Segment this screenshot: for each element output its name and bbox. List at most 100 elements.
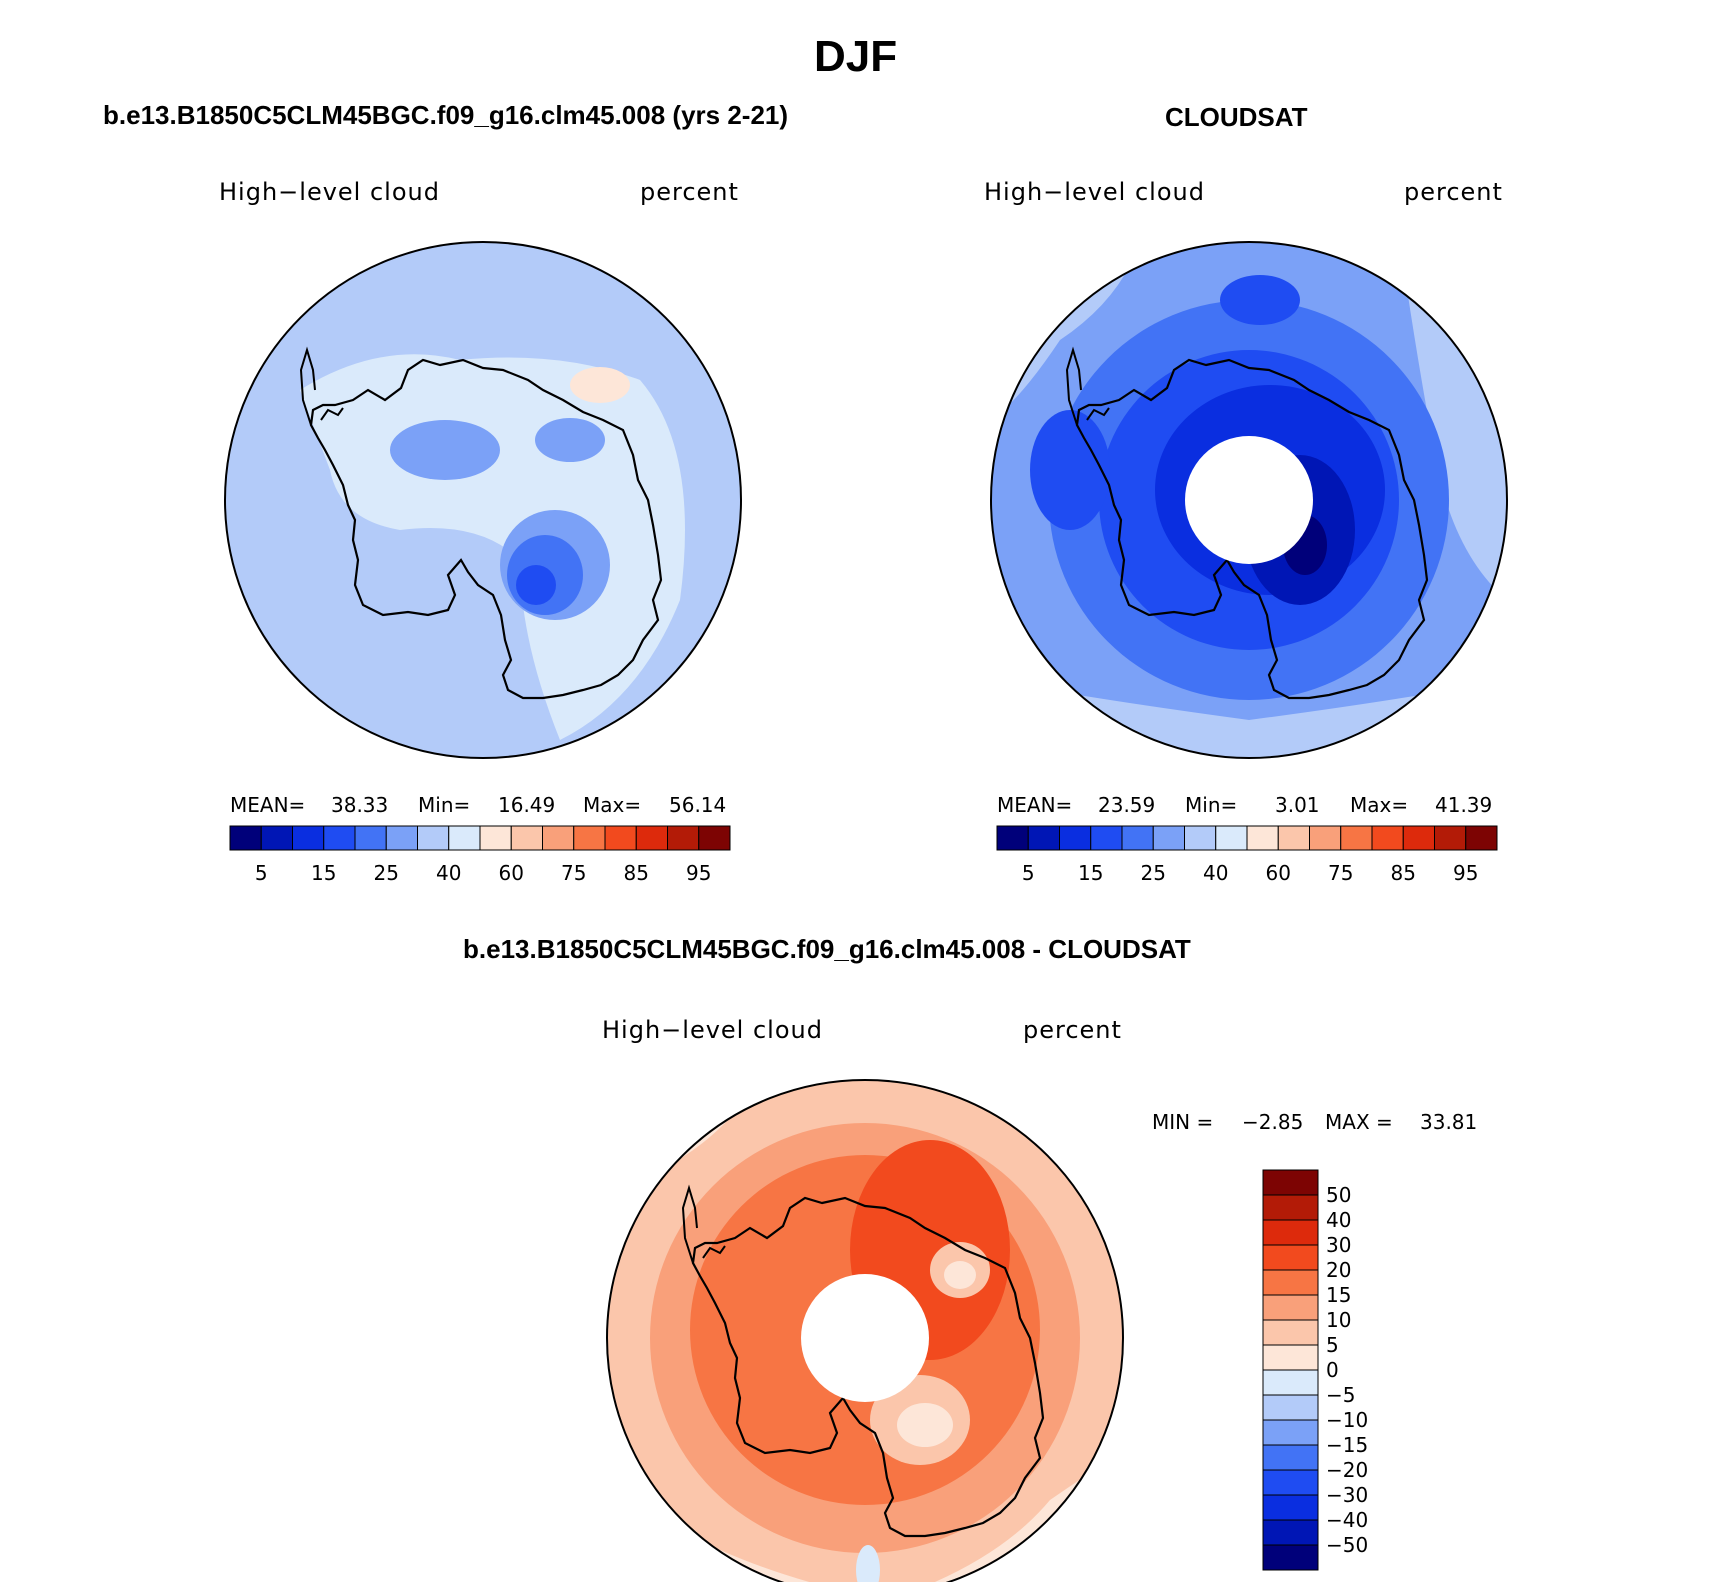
cbar-obs-tick-label: 15 (1078, 861, 1103, 885)
diff-colorbar-tick-label: 30 (1326, 1233, 1351, 1257)
cbar-obs-tick-label: 40 (1203, 861, 1228, 885)
diff-colorbar-tick-label: −5 (1326, 1383, 1355, 1407)
diff-colorbar-swatch (1262, 1519, 1319, 1546)
cbar-obs-swatch (1371, 825, 1404, 851)
cbar-model-swatch (479, 825, 512, 851)
cbar-obs-swatch (1340, 825, 1373, 851)
diff-colorbar-swatch (1262, 1544, 1319, 1571)
diff-colorbar-swatch (1262, 1394, 1319, 1421)
diff-colorbar-tick-label: −20 (1326, 1458, 1368, 1482)
cbar-obs-tick-label: 75 (1328, 861, 1353, 885)
obs-units-label: percent (1404, 178, 1503, 206)
diff-colorbar-tick-label: 50 (1326, 1183, 1351, 1207)
cbar-obs-swatch (1184, 825, 1217, 851)
obs-map (990, 241, 1508, 759)
diff-min-value: −2.85 (1242, 1110, 1304, 1134)
diff-polar-gap (801, 1274, 929, 1402)
cbar-model-swatch (260, 825, 293, 851)
cbar-model-swatch (385, 825, 418, 851)
cbar-model-swatch (354, 825, 387, 851)
diff-colorbar-tick-label: 20 (1326, 1258, 1351, 1282)
diff-colorbar-tick-label: −40 (1326, 1508, 1368, 1532)
cbar-obs-swatch (1277, 825, 1310, 851)
cbar-model-swatch (542, 825, 575, 851)
cbar-model-swatch (698, 825, 731, 851)
cbar-obs-swatch (1309, 825, 1342, 851)
model-panel-header: b.e13.B1850C5CLM45BGC.f09_g16.clm45.008 … (103, 100, 789, 130)
cbar-obs-tick-label: 95 (1453, 861, 1478, 885)
diff-colorbar-tick-label: −30 (1326, 1483, 1368, 1507)
cbar-obs-swatch (1434, 825, 1467, 851)
diff-colorbar-tick-label: 40 (1326, 1208, 1351, 1232)
obs-variable-label: High−level cloud (984, 178, 1205, 206)
obs-mean-label: MEAN= (997, 793, 1073, 817)
diff-colorbar-tick-label: 5 (1326, 1333, 1339, 1357)
cbar-model-tick-label: 60 (499, 861, 524, 885)
cbar-model-tick-label: 5 (255, 861, 268, 885)
diff-colorbar-swatch (1262, 1244, 1319, 1271)
diff-colorbar-swatch (1262, 1494, 1319, 1521)
diff-colorbar-swatch (1262, 1169, 1319, 1196)
cbar-model-swatch (667, 825, 700, 851)
model-colorbar: 5 15 25 40 60 75 85 95 (229, 825, 731, 885)
diff-map (606, 1079, 1124, 1582)
model-max-value: 56.14 (669, 793, 727, 817)
model-min-label: Min= (418, 793, 471, 817)
diff-colorbar-tick-label: −10 (1326, 1408, 1368, 1432)
cbar-model-tick-label: 85 (624, 861, 649, 885)
cbar-model-swatch (510, 825, 543, 851)
diff-colorbar-swatch (1262, 1369, 1319, 1396)
cbar-obs-swatch (1465, 825, 1498, 851)
model-max-label: Max= (583, 793, 642, 817)
obs-mean-value: 23.59 (1098, 793, 1156, 817)
cbar-obs-swatch (1215, 825, 1248, 851)
diff-variable-label: High−level cloud (602, 1016, 823, 1044)
cbar-model-swatch (229, 825, 262, 851)
cbar-model-tick-label: 25 (374, 861, 399, 885)
cbar-model-tick-label: 40 (436, 861, 461, 885)
model-variable-label: High−level cloud (219, 178, 440, 206)
model-mean-label: MEAN= (230, 793, 306, 817)
diff-units-label: percent (1023, 1016, 1122, 1044)
cbar-obs-tick-label: 85 (1391, 861, 1416, 885)
model-map (224, 241, 742, 759)
cbar-model-tick-label: 15 (311, 861, 336, 885)
model-min-value: 16.49 (498, 793, 556, 817)
diff-max-label: MAX = (1325, 1110, 1393, 1134)
diff-colorbar-tick-label: 15 (1326, 1283, 1351, 1307)
cbar-model-swatch (448, 825, 481, 851)
cbar-obs-swatch (1152, 825, 1185, 851)
diff-colorbar-swatch (1262, 1294, 1319, 1321)
cbar-model-swatch (604, 825, 637, 851)
obs-min-value: 3.01 (1275, 793, 1320, 817)
diff-colorbar-swatch (1262, 1319, 1319, 1346)
cbar-obs-tick-label: 25 (1141, 861, 1166, 885)
diff-colorbar-tick-label: 0 (1326, 1358, 1339, 1382)
diff-min-label: MIN = (1152, 1110, 1214, 1134)
diff-panel-header: b.e13.B1850C5CLM45BGC.f09_g16.clm45.008 … (463, 934, 1191, 964)
diff-colorbar-swatch (1262, 1269, 1319, 1296)
diff-colorbar-swatch (1262, 1469, 1319, 1496)
cbar-obs-swatch (1090, 825, 1123, 851)
cbar-model-swatch (573, 825, 606, 851)
obs-colorbar: 5 15 25 40 60 75 85 95 (996, 825, 1498, 885)
diff-colorbar-tick-label: 10 (1326, 1308, 1351, 1332)
cbar-obs-tick-label: 5 (1022, 861, 1035, 885)
cbar-model-swatch (417, 825, 450, 851)
cbar-obs-swatch (1402, 825, 1435, 851)
cbar-obs-swatch (1059, 825, 1092, 851)
cbar-model-tick-label: 75 (561, 861, 586, 885)
cbar-model-swatch (635, 825, 668, 851)
cbar-obs-swatch (996, 825, 1029, 851)
diff-map-border (606, 1079, 1124, 1582)
page-title: DJF (814, 32, 898, 81)
obs-panel-header: CLOUDSAT (1165, 102, 1308, 132)
cbar-model-swatch (323, 825, 356, 851)
cbar-obs-swatch (1246, 825, 1279, 851)
cbar-obs-swatch (1027, 825, 1060, 851)
model-units-label: percent (640, 178, 739, 206)
obs-max-label: Max= (1350, 793, 1409, 817)
model-map-border (224, 241, 742, 759)
